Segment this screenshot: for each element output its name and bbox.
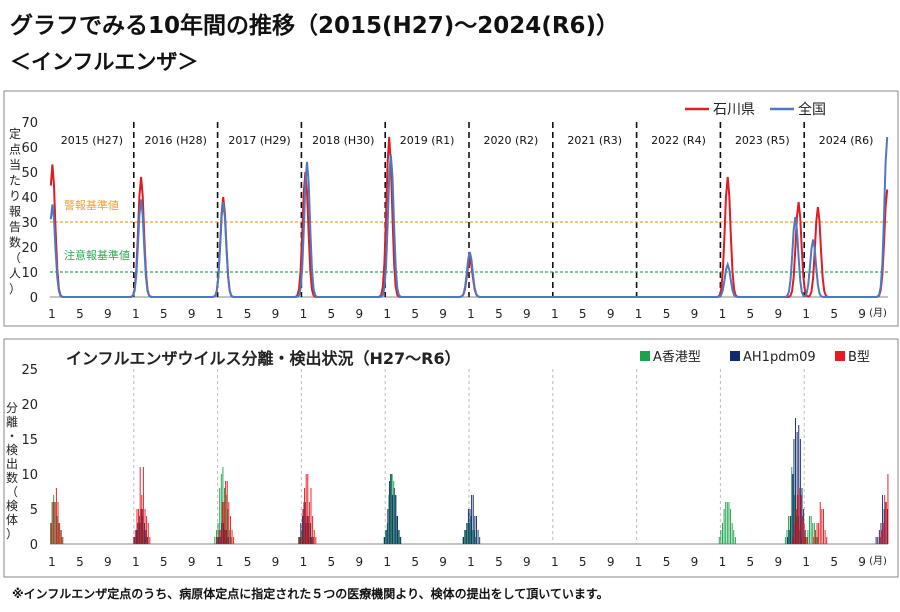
chart1-season-label: 2018 (H30) [312,134,374,147]
chart1-ylabel-text-char: 数 [9,235,21,250]
chart1-legend-label: 石川県 [713,102,755,118]
chart1-ylabel-text-char: 定 [9,126,21,141]
chart1-x-tick-label: 1 [132,307,140,321]
chart1-season-label: 2022 (R4) [651,134,706,147]
chart1-x-tick-label: 1 [383,307,391,321]
chart1-x-tick-label: 1 [300,307,308,321]
chart1-y-tick-label: 10 [21,266,38,281]
chart1-ylabel-text-char: 当 [9,158,21,172]
chart1-season-label: 2017 (H29) [228,134,290,147]
chart1-x-tick-label: 5 [160,307,168,321]
chart1-ylabel-text-char: り [9,189,21,203]
chart1-legend: 石川県 全国 [685,101,826,118]
chart1-season-label: 2024 (R6) [819,134,874,147]
chart1-x-tick-label: 5 [328,307,336,321]
chart1-x-tick-label: 1 [802,307,810,321]
chart1-x-tick-label: 5 [495,307,503,321]
chart1-x-tick-label: 9 [104,307,112,321]
chart1-x-tick-label: 9 [774,307,782,321]
chart1-x-tick-label: 9 [523,307,531,321]
chart1-x-tick-label: 5 [411,307,419,321]
chart1-frame [3,90,899,327]
chart1-x-tick-label: 1 [551,307,559,321]
chart1-x-tick-label: 9 [439,307,447,321]
chart1-x-tick-label: 1 [635,307,643,321]
chart1-season-label: 2020 (R2) [484,134,539,147]
chart1-ylabel-text-char: 告 [9,220,21,234]
chart1-x-tick-label: 5 [747,307,755,321]
chart1-x-tick-label-last: 9 [858,307,866,321]
chart1-y-tick-label: 0 [30,291,38,306]
chart1-season-label: 2016 (H28) [145,134,207,147]
chart1-x-tick-label: 1 [48,307,56,321]
chart1-y-tick-label: 30 [21,216,38,231]
page-subtitle: ＜インフルエンザ＞ [10,50,199,74]
chart1-ylabel-text-char: ） [9,282,21,296]
chart1-ylabel-text-char: 報 [9,205,21,219]
chart1-x-tick-label: 5 [76,307,84,321]
chart1-x-unit-label: (月) [869,307,887,319]
chart1-y-tick-label: 40 [21,191,38,206]
chart1-x-tick-label: 1 [467,307,475,321]
chart1-x-tick-label: 1 [216,307,224,321]
chart1-legend-label: 全国 [798,101,826,118]
chart1-x-tick-label: 9 [272,307,280,321]
chart1-season-label: 2019 (R1) [400,134,455,147]
chart1-x-tick-label: 1 [719,307,727,321]
chart1-threshold-label: 警報基準値 [64,198,119,212]
chart1-x-tick-label: 9 [355,307,363,321]
chart1-x-tick-label: 9 [691,307,699,321]
chart1-ylabel-text-char: 人 [9,267,21,281]
chart1-y-tick-label: 20 [21,241,38,256]
footnote: ※インフルエンザ定点のうち、病原体定点に指定された５つの医療機関より、検体の提出… [12,587,609,601]
chart1-x-tick-label: 9 [607,307,615,321]
chart1-x-tick-label: 5 [579,307,587,321]
chart1-y-tick-label: 50 [21,166,38,181]
chart1-series-line-zenkoku [49,136,889,298]
chart1-ylabel-text-char: た [9,174,21,188]
chart1-y-tick-label: 70 [21,116,38,131]
chart1-x-tick-label: 5 [830,307,838,321]
chart1-season-label: 2015 (H27) [61,134,123,147]
chart1-x-tick-label: 9 [188,307,196,321]
chart1-threshold-label: 注意報基準値 [64,248,130,262]
chart1-ylabel-text-char: 点 [9,143,21,157]
chart1-season-label: 2023 (R5) [735,134,790,147]
chart1-season-label: 2021 (R3) [567,134,622,147]
chart1-x-tick-label: 5 [663,307,671,321]
chart1-ylabel-text-char: （ [9,251,21,265]
chart1-y-tick-label: 60 [21,141,38,156]
page-title: グラフでみる10年間の推移（2015(H27)〜2024(R6)） [10,13,620,39]
chart1-x-tick-label: 5 [244,307,252,321]
